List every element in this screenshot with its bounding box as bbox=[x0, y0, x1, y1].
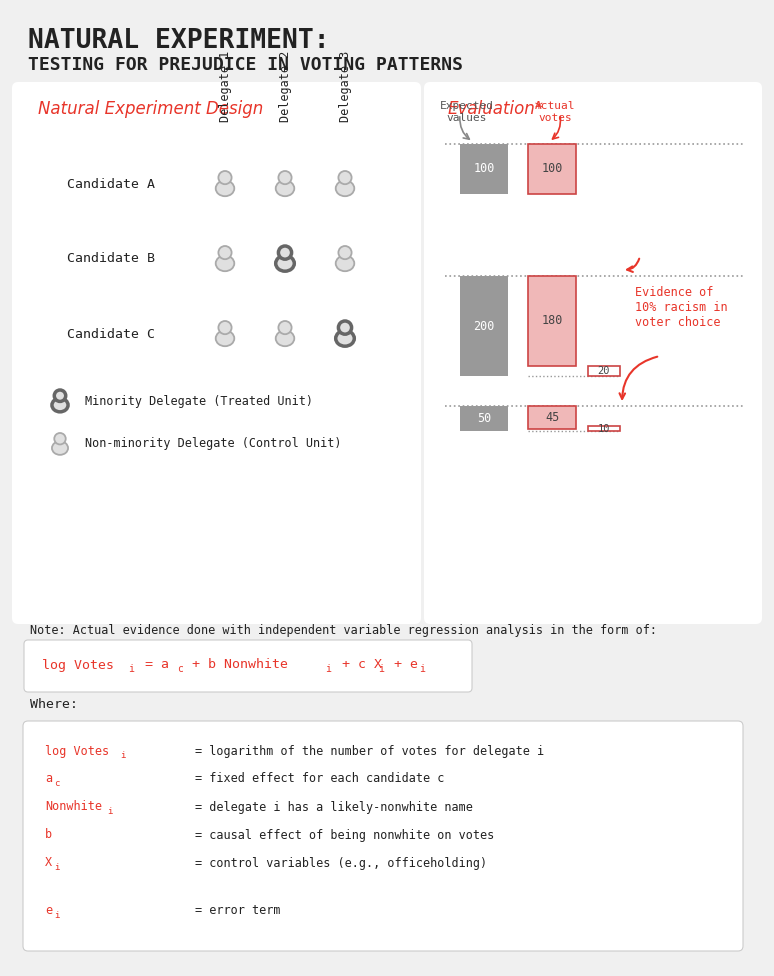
Bar bbox=[460, 144, 508, 194]
Text: i: i bbox=[54, 911, 60, 919]
Ellipse shape bbox=[336, 331, 354, 346]
Text: e: e bbox=[45, 905, 52, 917]
Circle shape bbox=[218, 171, 231, 184]
Text: Non-minority Delegate (Control Unit): Non-minority Delegate (Control Unit) bbox=[85, 437, 341, 451]
Text: + b Nonwhite: + b Nonwhite bbox=[184, 659, 288, 671]
Text: i: i bbox=[107, 806, 112, 816]
Text: Evaluation*: Evaluation* bbox=[448, 100, 544, 118]
Text: = error term: = error term bbox=[195, 905, 280, 917]
Text: = causal effect of being nonwhite on votes: = causal effect of being nonwhite on vot… bbox=[195, 829, 495, 841]
Text: TESTING FOR PREJUDICE IN VOTING PATTERNS: TESTING FOR PREJUDICE IN VOTING PATTERNS bbox=[28, 56, 463, 74]
Text: c: c bbox=[54, 779, 60, 788]
Text: Expected
values: Expected values bbox=[440, 101, 494, 123]
FancyBboxPatch shape bbox=[23, 721, 743, 951]
Text: = logarithm of the number of votes for delegate i: = logarithm of the number of votes for d… bbox=[195, 745, 544, 757]
Ellipse shape bbox=[276, 256, 294, 271]
Circle shape bbox=[54, 390, 66, 401]
Text: = fixed effect for each candidate c: = fixed effect for each candidate c bbox=[195, 772, 444, 786]
Ellipse shape bbox=[336, 181, 354, 196]
Text: 100: 100 bbox=[541, 162, 563, 176]
Ellipse shape bbox=[52, 398, 68, 412]
Circle shape bbox=[218, 246, 231, 260]
Text: = a: = a bbox=[137, 659, 169, 671]
Bar bbox=[588, 366, 620, 376]
Text: Delegate 3: Delegate 3 bbox=[338, 51, 351, 122]
FancyBboxPatch shape bbox=[424, 82, 762, 624]
FancyBboxPatch shape bbox=[24, 640, 472, 692]
Text: b: b bbox=[45, 829, 52, 841]
Text: i: i bbox=[128, 664, 134, 674]
Text: 10: 10 bbox=[598, 424, 610, 433]
Circle shape bbox=[279, 321, 292, 334]
Ellipse shape bbox=[52, 441, 68, 455]
Text: i: i bbox=[120, 751, 125, 759]
Circle shape bbox=[338, 321, 351, 334]
Text: 20: 20 bbox=[598, 366, 610, 376]
Text: X: X bbox=[45, 857, 52, 870]
Text: i: i bbox=[378, 664, 384, 674]
FancyBboxPatch shape bbox=[12, 82, 421, 624]
Text: Note: Actual evidence done with independent variable regression analysis in the : Note: Actual evidence done with independ… bbox=[30, 624, 657, 637]
Circle shape bbox=[218, 321, 231, 334]
Text: 180: 180 bbox=[541, 314, 563, 328]
Text: Actual
votes: Actual votes bbox=[535, 101, 575, 123]
Bar bbox=[528, 276, 576, 366]
Circle shape bbox=[338, 246, 351, 260]
Bar bbox=[588, 426, 620, 431]
Text: Natural Experiment Design: Natural Experiment Design bbox=[38, 100, 263, 118]
Circle shape bbox=[338, 171, 351, 184]
Text: log Votes: log Votes bbox=[45, 745, 109, 757]
Text: Nonwhite: Nonwhite bbox=[45, 800, 102, 814]
Text: i: i bbox=[54, 863, 60, 872]
Circle shape bbox=[54, 433, 66, 444]
Text: 200: 200 bbox=[474, 319, 495, 333]
Text: 45: 45 bbox=[545, 411, 559, 424]
Text: i: i bbox=[325, 664, 330, 674]
Text: + c X: + c X bbox=[334, 659, 382, 671]
Ellipse shape bbox=[336, 256, 354, 271]
Ellipse shape bbox=[216, 256, 235, 271]
Bar bbox=[460, 276, 508, 376]
Text: Candidate B: Candidate B bbox=[67, 253, 155, 265]
Text: Where:: Where: bbox=[30, 698, 78, 711]
Ellipse shape bbox=[216, 181, 235, 196]
Text: log Votes: log Votes bbox=[42, 659, 114, 671]
Circle shape bbox=[279, 246, 292, 260]
Text: Evidence of
10% racism in
voter choice: Evidence of 10% racism in voter choice bbox=[635, 286, 728, 329]
Text: Delegate 2: Delegate 2 bbox=[279, 51, 292, 122]
Text: i: i bbox=[419, 664, 425, 674]
Text: 50: 50 bbox=[477, 412, 491, 425]
Ellipse shape bbox=[276, 181, 294, 196]
Ellipse shape bbox=[216, 331, 235, 346]
Circle shape bbox=[279, 171, 292, 184]
Bar bbox=[528, 144, 576, 194]
Ellipse shape bbox=[276, 331, 294, 346]
Text: Delegate 1: Delegate 1 bbox=[218, 51, 231, 122]
Text: Candidate A: Candidate A bbox=[67, 178, 155, 190]
Text: c: c bbox=[177, 664, 183, 674]
Text: + e: + e bbox=[386, 659, 418, 671]
Text: = delegate i has a likely-nonwhite name: = delegate i has a likely-nonwhite name bbox=[195, 800, 473, 814]
Bar bbox=[460, 406, 508, 431]
Text: Minority Delegate (Treated Unit): Minority Delegate (Treated Unit) bbox=[85, 394, 313, 408]
Text: 100: 100 bbox=[474, 162, 495, 176]
Text: = control variables (e.g., officeholding): = control variables (e.g., officeholding… bbox=[195, 857, 487, 870]
Text: NATURAL EXPERIMENT:: NATURAL EXPERIMENT: bbox=[28, 28, 330, 54]
Text: Candidate C: Candidate C bbox=[67, 328, 155, 341]
Text: a: a bbox=[45, 772, 52, 786]
Bar bbox=[528, 406, 576, 428]
